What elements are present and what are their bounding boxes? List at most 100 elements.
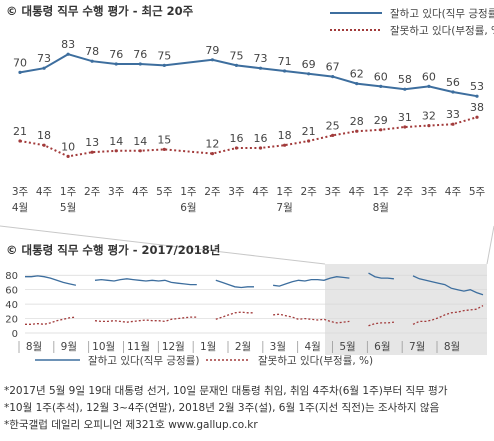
series-line-approve xyxy=(215,279,254,289)
x-month-label: 4월 xyxy=(304,341,320,353)
y-tick-label: 60 xyxy=(5,286,18,297)
data-point-disapprove xyxy=(234,146,239,150)
x-month-label: 11월 xyxy=(127,341,150,353)
data-label-disapprove: 21 xyxy=(13,125,27,138)
data-label-approve: 62 xyxy=(350,68,364,81)
data-label-approve: 73 xyxy=(254,52,268,65)
data-label-approve: 79 xyxy=(205,44,219,57)
data-point-disapprove xyxy=(162,147,166,151)
data-point-disapprove xyxy=(282,143,287,147)
data-label-approve: 67 xyxy=(326,61,340,74)
data-label-disapprove: 38 xyxy=(470,101,484,114)
data-label-disapprove: 14 xyxy=(109,135,123,148)
x-tick-label: 2주 xyxy=(300,186,317,198)
x-tick-label: 1주 xyxy=(276,186,293,198)
x-month-label: 7월 xyxy=(276,202,292,214)
series-line-approve xyxy=(94,278,197,286)
x-month-label: 10월 xyxy=(92,341,115,353)
data-label-disapprove: 21 xyxy=(302,125,316,138)
data-point-disapprove xyxy=(379,128,383,132)
data-point-approve xyxy=(379,84,383,88)
data-label-approve: 71 xyxy=(278,55,292,68)
data-point-disapprove xyxy=(403,125,407,129)
data-point-approve xyxy=(42,66,46,70)
data-label-disapprove: 12 xyxy=(205,138,219,151)
series-line-approve xyxy=(25,275,77,286)
x-tick-label: 4주 xyxy=(36,186,53,198)
data-point-approve xyxy=(162,63,166,67)
series-line-approve xyxy=(412,275,484,296)
data-point-approve xyxy=(282,69,287,73)
x-month-label: 5월 xyxy=(60,202,76,214)
legend: 잘하고 있다(직무 긍정률) 잘못하고 있다(부정률, %) xyxy=(330,7,494,37)
x-tick-label: 1주 xyxy=(60,186,77,198)
data-label-disapprove: 16 xyxy=(229,132,243,145)
x-tick-label: 3주 xyxy=(108,186,125,198)
x-tick-label: 1주 xyxy=(373,186,390,198)
data-point-disapprove xyxy=(331,133,335,137)
legend-disapprove-label: 잘못하고 있다(부정률, %) xyxy=(390,24,494,37)
data-point-disapprove xyxy=(427,124,431,128)
data-label-approve: 69 xyxy=(302,58,316,71)
data-point-disapprove xyxy=(307,139,311,143)
data-point-disapprove xyxy=(66,154,70,158)
data-label-approve: 70 xyxy=(13,56,27,69)
data-point-approve xyxy=(475,94,479,98)
x-tick-label: 4주 xyxy=(132,186,149,198)
data-label-approve: 76 xyxy=(109,48,123,61)
x-tick-label: 1주 xyxy=(180,186,197,198)
x-tick-label: 3주 xyxy=(12,186,29,198)
data-label-approve: 58 xyxy=(398,73,412,86)
data-label-disapprove: 18 xyxy=(37,129,51,142)
footnotes: *2017년 5월 9일 19대 대통령 선거, 10일 문재인 대통령 취임,… xyxy=(4,383,492,434)
chart-title: © 대통령 직무 수행 평가 - 2017/2018년 xyxy=(6,243,220,257)
x-tick-label: 4주 xyxy=(252,186,269,198)
data-point-disapprove xyxy=(114,149,118,153)
data-label-approve: 60 xyxy=(422,70,436,83)
data-point-approve xyxy=(234,63,239,67)
x-month-label: 7월 xyxy=(409,341,425,353)
data-label-disapprove: 31 xyxy=(398,111,412,124)
x-tick-label: 2주 xyxy=(397,186,414,198)
series-line-disapprove xyxy=(273,313,350,324)
data-point-approve xyxy=(66,52,70,56)
data-point-approve xyxy=(403,87,407,91)
data-label-approve: 56 xyxy=(446,76,460,89)
x-month-label: 4월 xyxy=(12,202,28,214)
series-line-approve xyxy=(368,272,394,280)
footnote-2: *10월 1주(추석), 12월 3~4주(연말), 2018년 2월 3주(설… xyxy=(4,402,440,414)
data-label-disapprove: 13 xyxy=(85,136,99,149)
data-point-approve xyxy=(258,66,263,70)
data-label-approve: 73 xyxy=(37,52,51,65)
data-point-approve xyxy=(90,59,94,63)
data-label-approve: 83 xyxy=(61,38,75,51)
data-label-disapprove: 32 xyxy=(422,110,436,123)
data-label-disapprove: 14 xyxy=(133,135,147,148)
data-label-disapprove: 16 xyxy=(254,132,268,145)
zoom-connector-right xyxy=(486,225,494,265)
data-point-approve xyxy=(451,90,455,94)
chart-recent-20-weeks: © 대통령 직무 수행 평가 - 최근 20주 잘하고 있다(직무 긍정률) 잘못하… xyxy=(6,4,494,214)
x-month-label: 6월 xyxy=(180,202,196,214)
x-tick-label: 3주 xyxy=(325,186,342,198)
data-point-approve xyxy=(307,72,311,76)
legend-disapprove-label: 잘못하고 있다(부정률, %) xyxy=(258,354,373,367)
y-tick-label: 40 xyxy=(5,300,18,311)
chart-2017-2018: © 대통령 직무 수행 평가 - 2017/2018년 80 60 40 20 0 8월 9월… xyxy=(5,243,487,367)
data-label-approve: 76 xyxy=(133,48,147,61)
legend: 잘하고 있다(직무 긍정률) 잘못하고 있다(부정률, %) xyxy=(35,354,373,367)
y-tick-label: 20 xyxy=(5,315,18,326)
data-label-approve: 75 xyxy=(229,49,243,62)
data-label-disapprove: 10 xyxy=(61,140,75,153)
data-label-approve: 75 xyxy=(157,49,171,62)
data-point-approve xyxy=(114,62,118,66)
data-point-disapprove xyxy=(18,139,22,143)
zoom-connector-lines xyxy=(0,225,494,265)
x-tick-label: 2주 xyxy=(84,186,101,198)
data-label-disapprove: 25 xyxy=(326,119,340,132)
data-label-disapprove: 18 xyxy=(278,129,292,142)
series-line-disapprove xyxy=(412,305,484,325)
data-label-approve: 53 xyxy=(470,80,484,93)
data-point-disapprove xyxy=(451,122,455,126)
